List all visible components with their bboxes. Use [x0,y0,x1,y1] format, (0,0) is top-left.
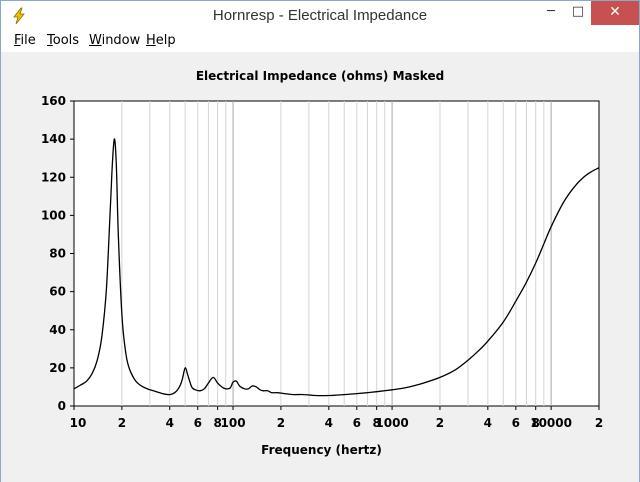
x-tick-label: 8 [372,416,380,430]
menu-bar: File Tools Window Help [1,31,639,51]
menu-window-accelerator: W [89,33,102,48]
y-tick-labels: 0 20 40 60 80 100 120 140 160 [41,94,74,413]
x-tick-label: 6 [512,416,520,430]
menu-tools-accelerator: T [47,33,53,48]
x-tick-label: 6 [194,416,202,430]
y-tick-label: 60 [49,285,66,299]
menu-file-accelerator: F [14,33,21,48]
title-bar[interactable]: Hornresp - Electrical Impedance ─ □ ✕ [1,1,639,31]
menu-window[interactable]: Window [89,33,140,48]
lightning-bolt-icon [13,7,25,25]
chart-area: Electrical Impedance (ohms) Masked 0 20 40… [1,52,639,482]
x-axis-label: Frequency (hertz) [261,443,382,457]
x-tick-label: 2 [277,416,285,430]
impedance-curve [73,138,600,397]
menu-tools[interactable]: Tools [47,33,79,48]
x-tick-label: 8 [213,416,221,430]
x-tick-label: 2 [118,416,126,430]
y-tick-label: 40 [49,323,66,337]
y-tick-label: 20 [49,361,66,375]
y-tick-label: 160 [41,94,66,108]
x-tick-label: 8 [532,416,540,430]
x-tick-label: 4 [325,416,333,430]
menu-window-label: indow [101,33,141,48]
y-tick-label: 80 [49,247,66,261]
x-tick-label: 1000 [375,416,408,430]
minimize-button[interactable]: ─ [547,4,555,19]
y-tick-label: 100 [41,208,66,222]
x-tick-label: 100 [221,416,246,430]
menu-help-accelerator: H [146,33,156,48]
plot-background [73,100,600,407]
menu-tools-label: ools [52,33,80,48]
x-tick-label: 10 [70,416,87,430]
x-tick-label: 6 [353,416,361,430]
x-tick-label: 10000 [530,416,572,430]
menu-file-label: ile [20,33,36,48]
y-tick-label: 120 [41,170,66,184]
close-button[interactable]: ✕ [591,1,639,25]
x-tick-label: 4 [166,416,174,430]
chart-title: Electrical Impedance (ohms) Masked [195,69,445,83]
grid-lines [121,101,552,406]
x-tick-label: 2 [436,416,444,430]
menu-help-label: elp [155,33,176,48]
y-tick-label: 140 [41,132,66,146]
maximize-button[interactable]: □ [571,4,585,19]
x-tick-label: 4 [484,416,492,430]
x-tick-label: 2 [595,416,603,430]
menu-file[interactable]: File [14,33,36,48]
menu-help[interactable]: Help [146,33,176,48]
window-title: Hornresp - Electrical Impedance [212,7,428,24]
y-tick-label: 0 [58,399,66,413]
